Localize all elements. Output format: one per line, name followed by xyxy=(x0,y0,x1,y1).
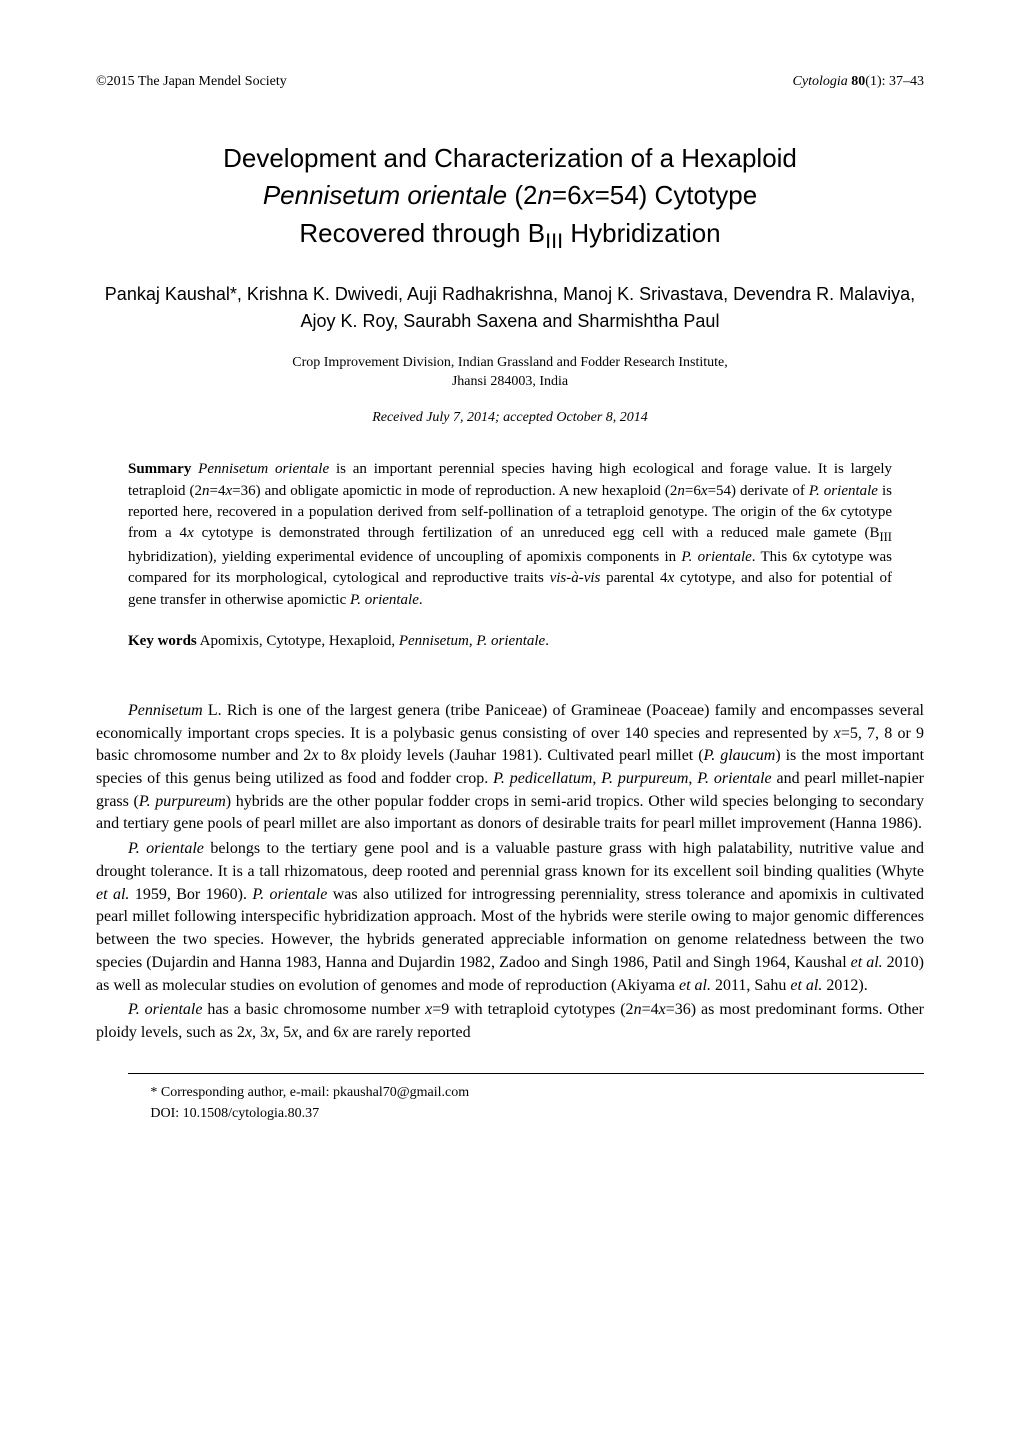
affiliation: Crop Improvement Division, Indian Grassl… xyxy=(96,353,924,392)
article-title: Development and Characterization of a He… xyxy=(96,140,924,257)
title-part: Recovered through B xyxy=(299,218,545,248)
title-part: Hybridization xyxy=(563,218,721,248)
running-header: ©2015 The Japan Mendel Society Cytologia… xyxy=(96,72,924,92)
footnotes: * Corresponding author, e-mail: pkaushal… xyxy=(128,1073,924,1124)
journal-name: Cytologia xyxy=(793,74,852,89)
title-species: Pennisetum orientale xyxy=(263,180,507,210)
title-var: x xyxy=(582,180,595,210)
affiliation-line: Crop Improvement Division, Indian Grassl… xyxy=(292,355,727,370)
body-paragraph: Pennisetum L. Rich is one of the largest… xyxy=(96,700,924,836)
corresponding-author-footnote: * Corresponding author, e-mail: pkaushal… xyxy=(128,1082,924,1103)
keywords: Key words Apomixis, Cytotype, Hexaploid,… xyxy=(128,631,892,652)
copyright-text: ©2015 The Japan Mendel Society xyxy=(96,72,287,92)
title-var: n xyxy=(537,180,551,210)
body-paragraph: P. orientale belongs to the tertiary gen… xyxy=(96,838,924,997)
body-paragraph: P. orientale has a basic chromosome numb… xyxy=(96,999,924,1044)
keywords-label: Key words xyxy=(128,633,197,649)
affiliation-line: Jhansi 284003, India xyxy=(452,374,568,389)
title-part: (2 xyxy=(507,180,537,210)
volume: 80 xyxy=(851,74,865,89)
summary-label: Summary xyxy=(128,461,191,477)
title-subscript: III xyxy=(545,228,563,253)
summary-abstract: Summary Pennisetum orientale is an impor… xyxy=(128,459,892,611)
title-part: Development and Characterization of a He… xyxy=(223,143,797,173)
issue-pages: (1): 37–43 xyxy=(865,74,924,89)
title-part: =6 xyxy=(552,180,582,210)
authors-list: Pankaj Kaushal*, Krishna K. Dwivedi, Auj… xyxy=(96,281,924,335)
journal-reference: Cytologia 80(1): 37–43 xyxy=(793,72,924,92)
article-dates: Received July 7, 2014; accepted October … xyxy=(96,408,924,428)
title-part: =54) Cytotype xyxy=(595,180,758,210)
doi-footnote: DOI: 10.1508/cytologia.80.37 xyxy=(128,1103,924,1124)
